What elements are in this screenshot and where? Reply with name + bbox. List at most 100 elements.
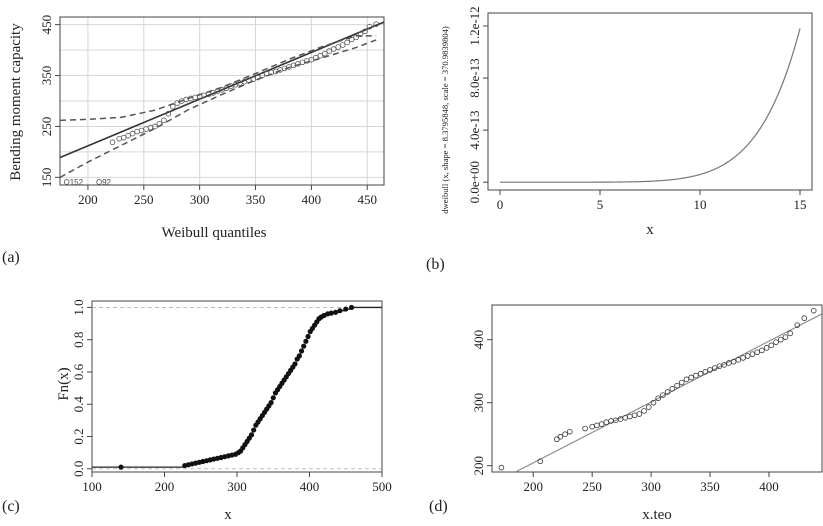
panel-d-point: [810, 307, 817, 314]
panel-b-letter: (b): [426, 256, 445, 273]
panel-b-ytick-label: 1.2e-12: [467, 6, 482, 45]
panel-d-point: [773, 339, 779, 345]
panel-d-point: [683, 376, 690, 383]
panel-a-plot-frame: [59, 16, 385, 186]
panel-c-point: [328, 310, 334, 316]
panel-c-point: [337, 308, 343, 314]
panel-a-point: [373, 21, 379, 27]
panel-d-point: [641, 408, 647, 414]
panel-c-plot-frame: [91, 300, 383, 473]
panel-c-xtick-label: 200: [155, 479, 175, 494]
panel-a-point: [357, 31, 364, 38]
panel-a-xtick-label: 400: [302, 192, 322, 207]
panel-a-xtick-label: 250: [134, 192, 154, 207]
panel-c-ylabel: Fn(x): [56, 367, 72, 400]
panel-a-ytick-label: 350: [39, 66, 54, 86]
panel-d-point: [730, 358, 737, 365]
panel-b-xtick-label: 0: [497, 197, 504, 212]
panel-d-point: [794, 322, 801, 328]
panel-d-point: [622, 415, 628, 421]
panel-c-point: [348, 304, 355, 311]
panel-d-ytick-label: 300: [471, 393, 486, 413]
panel-d-point: [707, 367, 713, 373]
panel-b-ylabel: dweibull (x, shape = 8.3795848, scale = …: [440, 26, 450, 214]
panel-a-point: [116, 135, 123, 142]
panel-c-xlabel: x: [224, 507, 232, 523]
panel-c-ytick-label: 1.0: [71, 299, 86, 315]
panel-d-point: [782, 334, 789, 340]
panel-c-point: [298, 348, 305, 354]
panel-a-ylabel: Bending moment capacity: [8, 23, 24, 181]
panel-c-xtick-label: 500: [372, 479, 392, 494]
panel-d-xlabel: x.teo: [642, 507, 672, 523]
panel-a-point: [308, 56, 315, 63]
panel-b-xtick-label: 5: [597, 197, 604, 212]
panel-b-ytick-label: 0.0e+00: [467, 161, 482, 203]
panel-a-point: [147, 124, 154, 131]
panel-c-ytick-label: 0.4: [71, 396, 86, 413]
panel-a-xlabel: Weibull quantiles: [161, 225, 266, 241]
panel-d-point: [582, 425, 588, 432]
panel-d-point: [711, 365, 718, 371]
panel-a-ytick-label: 150: [39, 168, 54, 188]
panel-b-xlabel: x: [646, 222, 654, 238]
panel-a-point: [63, 179, 70, 185]
panel-d-xtick-label: 250: [582, 479, 602, 494]
panel-d-point: [598, 421, 605, 427]
panel-d-point: [702, 368, 709, 375]
panel-b-xtick-label: 10: [694, 197, 707, 212]
panel-d-plot-frame: [491, 304, 823, 473]
panel-a-annotation: 152: [70, 178, 84, 187]
panel-b-xtick-label: 15: [794, 197, 807, 212]
panel-c-ecdf-steps: [121, 308, 352, 468]
panel-a-point: [165, 110, 172, 117]
panel-d-point: [763, 345, 770, 351]
panel-d-point: [749, 351, 756, 357]
panel-c-point: [333, 309, 339, 315]
panel-d-point: [721, 362, 727, 368]
panel-d-point: [645, 404, 652, 410]
panel-c-point: [296, 353, 302, 359]
panel-a-point: [192, 94, 198, 101]
panel-c-point: [305, 333, 311, 340]
panel-d-point: [787, 330, 793, 337]
panel-d-point: [674, 382, 680, 389]
panel-d-reference-line: [515, 313, 822, 472]
panel-c: (c) x Fn(x) 100 200 300 400 500 0.0 0.2 0.4 0.6 0…: [2, 299, 392, 523]
panel-d-point: [744, 353, 751, 359]
panel-d-point: [655, 395, 661, 402]
panel-a-point: [254, 74, 261, 81]
panel-c-point: [343, 306, 349, 312]
panel-d-point: [664, 389, 671, 395]
panel-a-point: [96, 179, 102, 185]
panel-a-point: [348, 36, 355, 43]
panel-a-point: [129, 130, 136, 137]
panel-c-point: [301, 343, 307, 349]
panel-d-point: [754, 349, 760, 356]
panel-d-point: [669, 386, 676, 392]
panel-a-point: [259, 72, 266, 79]
panel-d-point: [759, 347, 765, 354]
panel-a-point: [330, 46, 337, 52]
panel-c-point: [270, 395, 276, 401]
panel-d-point: [735, 357, 742, 363]
panel-c-point: [251, 427, 257, 433]
panel-c-ytick-label: 0.8: [71, 332, 86, 348]
panel-a-point: [125, 132, 131, 139]
panel-d-point: [562, 431, 568, 437]
panel-c-ytick-label: 0.6: [71, 363, 86, 380]
panel-d-point: [693, 372, 699, 379]
panel-c-xtick-label: 300: [227, 479, 247, 494]
panel-a-point: [366, 23, 373, 30]
panel-d-xtick-label: 300: [641, 479, 661, 494]
panel-a-ytick-label: 250: [39, 117, 54, 137]
panel-d-ytick-label: 200: [471, 456, 486, 476]
panel-a-letter: (a): [2, 249, 20, 266]
panel-a-point: [156, 121, 163, 127]
panel-d-point: [801, 315, 808, 322]
panel-d-point: [697, 370, 704, 377]
panel-d-point: [566, 428, 573, 435]
panel-d: (d) x.teo 200 250 300 350 400 200 300 400: [429, 304, 823, 523]
panel-a-point: [321, 50, 328, 57]
